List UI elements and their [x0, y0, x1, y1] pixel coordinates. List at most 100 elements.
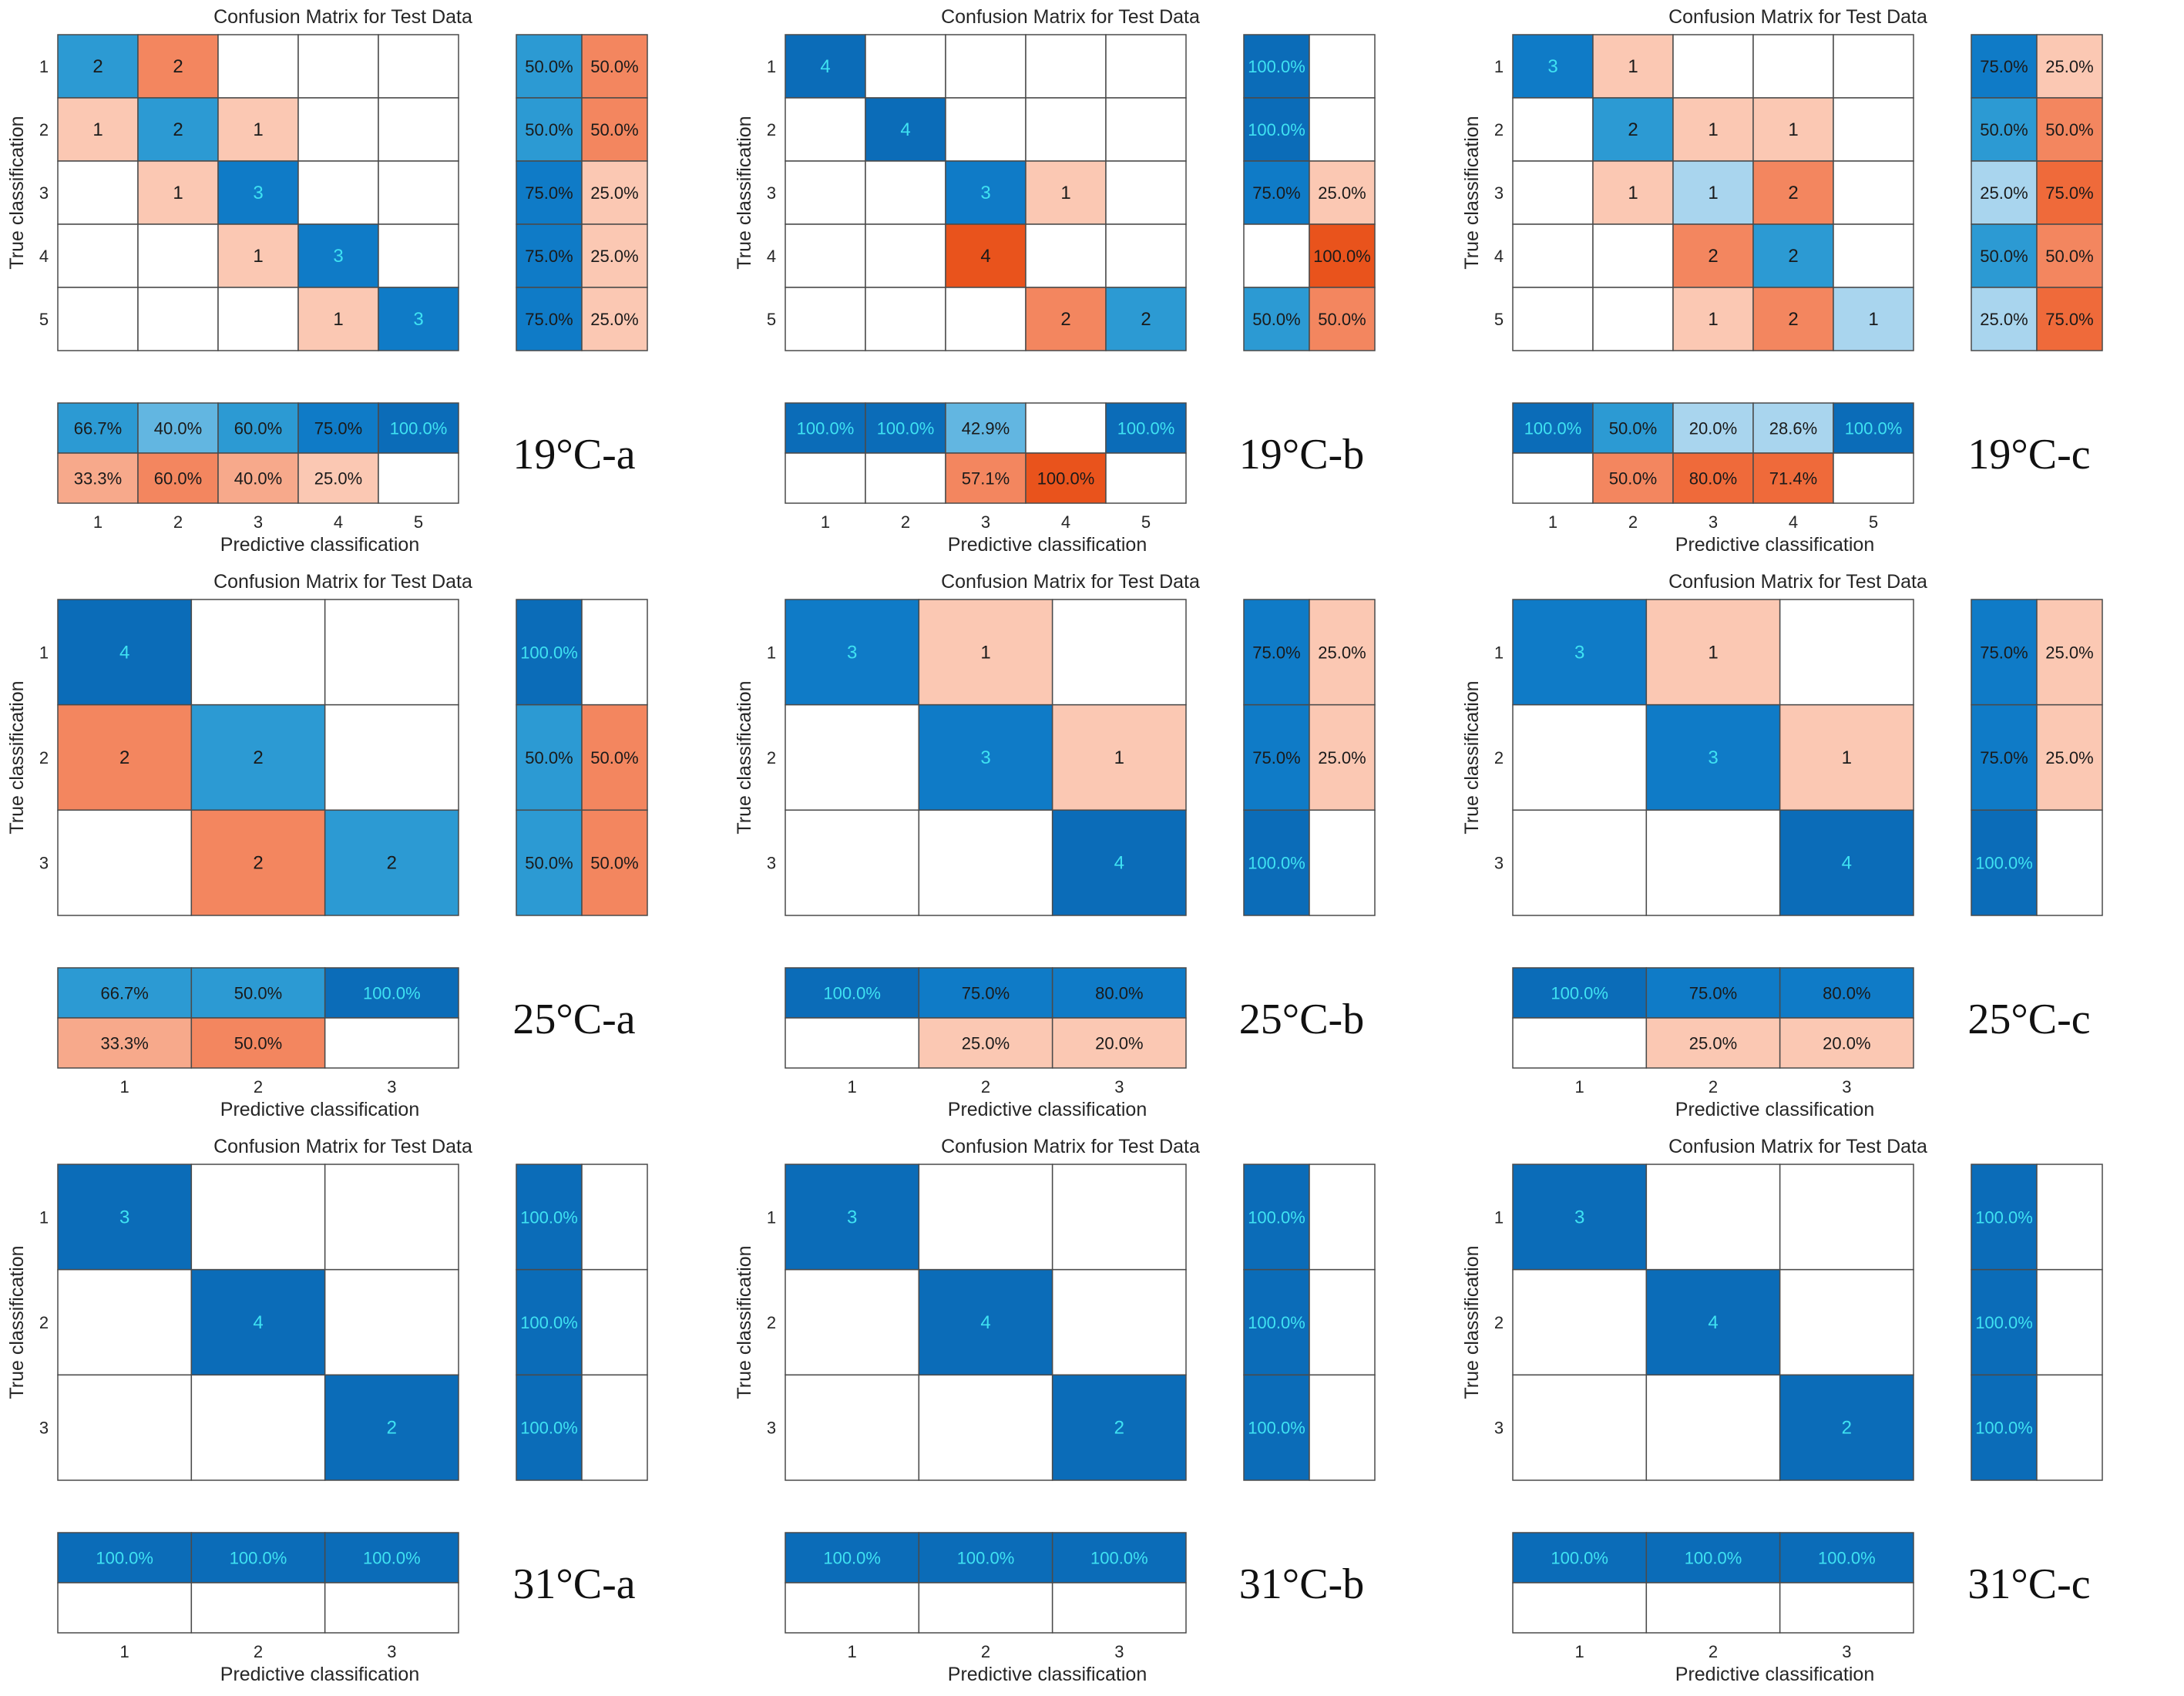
col-summary-value: 66.7%	[100, 984, 148, 1003]
matrix-cell-r4c5	[1833, 223, 1914, 288]
matrix-cell-value: 3	[119, 1207, 129, 1228]
matrix-cell-value: 1	[1708, 309, 1718, 330]
row-summary-value: 50.0%	[525, 120, 573, 139]
matrix-cell-value: 2	[1708, 246, 1718, 267]
matrix-cell-r2c3	[1051, 704, 1187, 811]
row-summary-value: 100.0%	[1248, 57, 1305, 76]
matrix-cell-r2c1	[785, 1268, 920, 1376]
col-summary-cell	[1025, 452, 1107, 504]
col-summary-value: 42.9%	[962, 419, 1010, 438]
row-summary-cell	[1309, 1374, 1376, 1481]
matrix-cell-r2c3	[1779, 704, 1914, 811]
col-summary-cell	[1512, 1532, 1648, 1583]
row-summary-cell	[1971, 160, 2038, 225]
matrix-cell-r1c2	[190, 599, 326, 706]
col-summary-value: 28.6%	[1769, 419, 1817, 438]
row-summary-cell	[2036, 97, 2103, 162]
row-summary-value: 25.0%	[2045, 643, 2093, 662]
matrix-cell-r3c3	[1779, 809, 1914, 916]
matrix-cell-value: 3	[1547, 56, 1557, 77]
row-summary-value: 75.0%	[525, 310, 573, 329]
row-summary-value: 25.0%	[590, 183, 638, 203]
y-tick-label: 3	[1494, 854, 1504, 873]
col-summary-value: 100.0%	[1551, 984, 1608, 1003]
x-tick-label: 3	[1114, 1077, 1124, 1097]
col-summary-value: 100.0%	[957, 1549, 1015, 1568]
matrix-cell-r3c5	[378, 160, 459, 225]
matrix-cell-value: 3	[847, 1207, 857, 1228]
col-summary-value: 50.0%	[234, 984, 282, 1003]
col-summary-cell	[945, 452, 1026, 504]
y-tick-label: 1	[39, 1207, 49, 1227]
matrix-cell-r1c1	[1512, 34, 1594, 99]
y-tick-label: 1	[767, 57, 776, 76]
y-tick-label: 2	[1494, 1313, 1504, 1332]
y-tick-label: 1	[39, 643, 49, 662]
matrix-cell-value: 1	[1060, 183, 1070, 203]
col-summary-value: 66.7%	[74, 419, 122, 438]
row-summary-cell	[581, 1164, 648, 1271]
matrix-cell-value: 3	[1574, 642, 1584, 663]
matrix-cell-value: 4	[253, 1312, 263, 1333]
col-summary-value: 20.0%	[1823, 1034, 1870, 1053]
matrix-cell-value: 1	[1842, 747, 1852, 768]
row-summary-cell	[516, 34, 583, 99]
col-summary-value: 71.4%	[1769, 469, 1817, 489]
matrix-cell-r1c1	[785, 599, 920, 706]
row-summary-value: 50.0%	[590, 120, 638, 139]
col-summary-value: 100.0%	[877, 419, 935, 438]
col-summary-cell	[1512, 402, 1594, 454]
matrix-cell-r2c1	[785, 704, 920, 811]
confusion-svg-19a: Confusion Matrix for Test Data 2 2 1 2 1 1 3 1 3 1…	[6, 6, 648, 556]
x-axis-label: Predictive classification	[220, 1664, 419, 1685]
col-summary-value: 80.0%	[1095, 984, 1143, 1003]
col-summary-cell	[1512, 452, 1594, 504]
matrix-cell-r3c5	[1833, 160, 1914, 225]
matrix-cell-r2c1	[1512, 1268, 1648, 1376]
matrix-cell-r2c1	[1512, 97, 1594, 162]
matrix-cell-value: 1	[253, 119, 263, 140]
col-summary-value: 33.3%	[74, 469, 122, 489]
col-summary-value: 20.0%	[1095, 1034, 1143, 1053]
x-axis-label: Predictive classification	[1675, 1099, 1874, 1120]
y-axis-label: True classification	[1461, 1245, 1483, 1399]
col-summary-cell	[1833, 452, 1914, 504]
matrix-cell-value: 1	[1708, 642, 1718, 663]
col-summary-value: 100.0%	[96, 1549, 153, 1568]
col-summary-cell	[1025, 402, 1107, 454]
matrix-cell-r4c3	[1672, 223, 1754, 288]
matrix-cell-r4c3	[217, 223, 299, 288]
x-tick-label: 1	[1548, 512, 1557, 532]
matrix-cell-r1c3	[1779, 599, 1914, 706]
matrix-cell-r2c2	[190, 1268, 326, 1376]
col-summary-cell	[1779, 1017, 1914, 1069]
col-summary-value: 100.0%	[363, 1549, 421, 1568]
matrix-cell-r1c1	[785, 34, 866, 99]
col-summary-value: 100.0%	[1090, 1549, 1148, 1568]
matrix-cell-r3c3	[324, 809, 459, 916]
matrix-cell-r2c4	[297, 97, 379, 162]
matrix-cell-r1c1	[57, 1164, 193, 1271]
confusion-svg-31a: Confusion Matrix for Test Data 3 4 2 1 2 3 True…	[6, 1136, 648, 1685]
x-tick-label: 3	[1114, 1642, 1124, 1661]
y-tick-label: 3	[39, 183, 49, 203]
confusion-svg-31c: Confusion Matrix for Test Data 3 4 2 1 2 3 True…	[1461, 1136, 2103, 1685]
row-summary-cell	[1243, 160, 1310, 225]
matrix-cell-value: 4	[1842, 853, 1852, 874]
matrix-cell-value: 3	[847, 642, 857, 663]
col-summary-value: 100.0%	[823, 984, 881, 1003]
matrix-cell-r2c2	[1592, 97, 1674, 162]
y-tick-label: 1	[1494, 643, 1504, 662]
matrix-cell-r2c2	[1645, 1268, 1781, 1376]
col-summary-cell	[785, 967, 920, 1019]
matrix-cell-r5c1	[1512, 287, 1594, 351]
row-summary-cell	[516, 160, 583, 225]
matrix-cell-r3c2	[865, 160, 946, 225]
col-summary-cell	[1512, 1017, 1648, 1069]
y-tick-label: 2	[39, 748, 49, 767]
matrix-cell-r4c2	[865, 223, 946, 288]
matrix-cell-r1c2	[865, 34, 946, 99]
matrix-cell-r1c3	[1051, 599, 1187, 706]
matrix-cell-r5c3	[1672, 287, 1754, 351]
y-tick-label: 1	[1494, 57, 1504, 76]
